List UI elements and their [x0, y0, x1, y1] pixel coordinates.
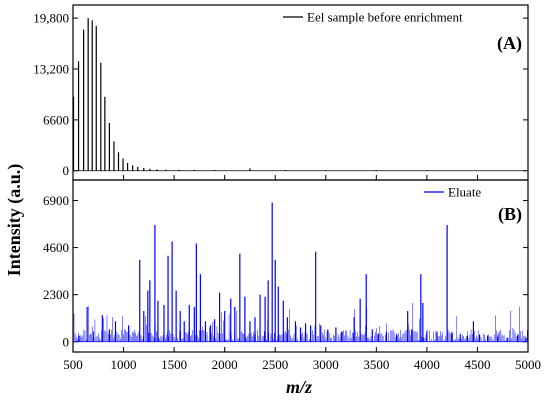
panel-b-ytick-label: 6900 [43, 193, 69, 208]
shared-x-axis: 500 1000 1500 2000 2500 3000 3500 4000 4500 5000 [63, 175, 541, 372]
panel-a-ytick-label: 0 [63, 163, 70, 178]
panel-a-ytick-label: 13,200 [33, 61, 69, 76]
x-axis-title: m/z [286, 377, 312, 397]
panel-b-ytick-label: 4600 [43, 240, 69, 255]
panel-b-ytick-label: 2300 [43, 287, 69, 302]
panel-a: 0 6600 13,200 19,800 Eel sample before enric… [33, 4, 529, 181]
panel-a-legend-label: Eel sample before enrichment [307, 10, 463, 25]
xtick-label: 1000 [111, 357, 137, 372]
y-axis-title: Intensity (a.u.) [4, 164, 25, 277]
panel-b-label: (B) [498, 204, 522, 225]
panel-b-frame [72, 179, 529, 353]
xtick-label: 5000 [515, 357, 541, 372]
xtick-label: 4500 [464, 357, 490, 372]
xtick-label: 2500 [262, 357, 288, 372]
xtick-label: 3000 [313, 357, 339, 372]
panel-a-ytick-label: 19,800 [33, 11, 69, 26]
panel-b: 0 2300 4600 6900 Eluate (B) [43, 179, 529, 353]
xtick-label: 500 [63, 357, 83, 372]
panel-a-ytick-label: 6600 [43, 112, 69, 127]
xtick-label: 3500 [363, 357, 389, 372]
xtick-label: 1500 [161, 357, 187, 372]
xtick-label: 2000 [212, 357, 238, 372]
xtick-label: 4000 [414, 357, 440, 372]
panel-b-legend-label: Eluate [448, 185, 481, 200]
panel-a-label: (A) [497, 33, 522, 54]
panel-b-ytick-label: 0 [63, 334, 70, 349]
panel-a-frame [72, 4, 529, 181]
